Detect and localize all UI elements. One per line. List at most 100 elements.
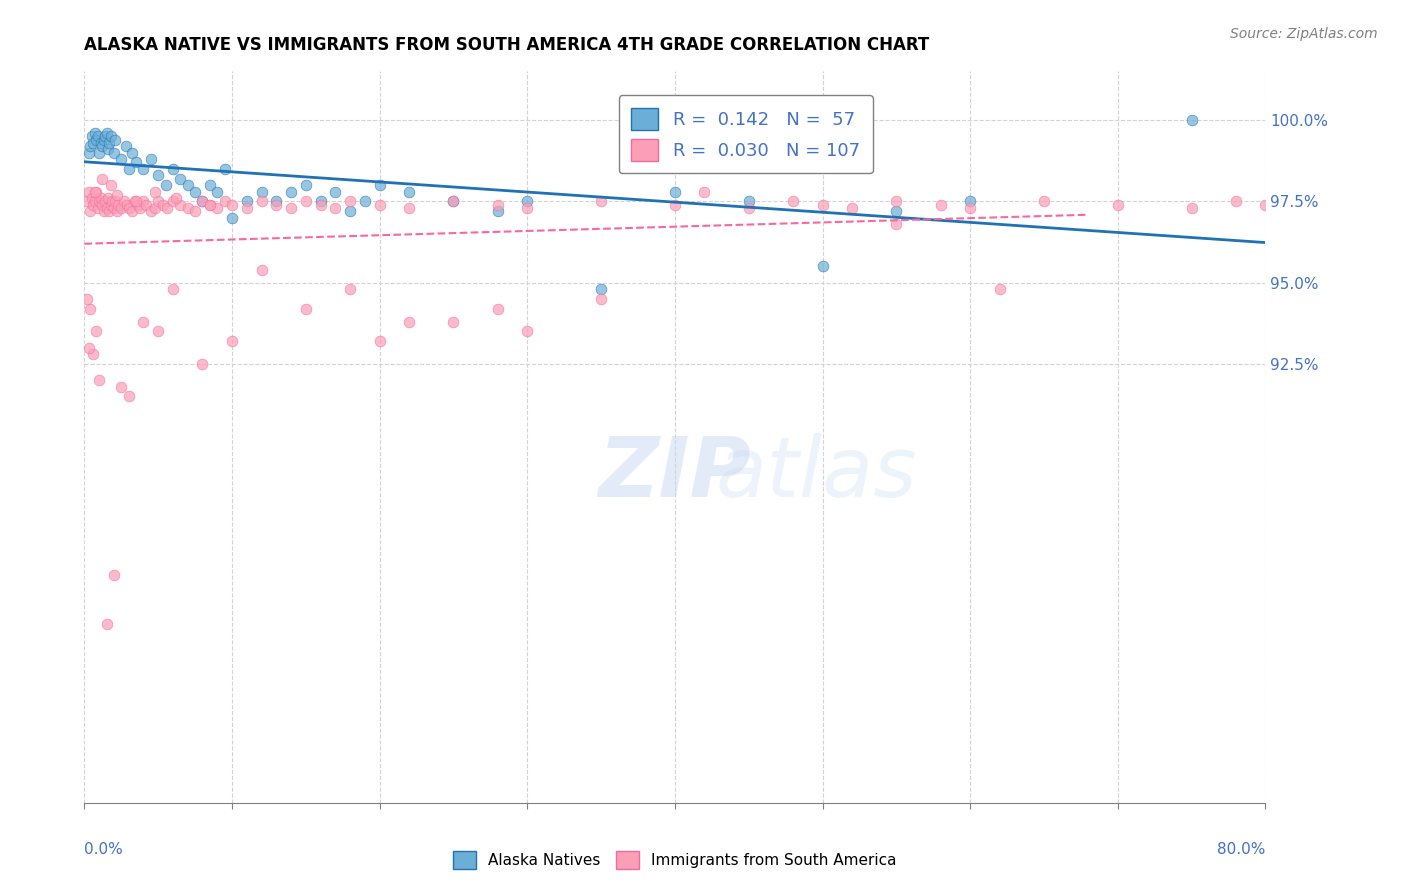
Point [664,185,686,199]
Point [295,178,318,193]
Point [97,142,120,156]
Point [339,282,361,296]
Point [103,145,125,160]
Point [93,204,115,219]
Point [398,201,420,215]
Text: 80.0%: 80.0% [1218,842,1265,857]
Point [1107,197,1129,211]
Point [139,152,162,166]
Point [250,262,273,277]
Point [94,194,117,209]
Point [121,145,143,160]
Point [84,185,107,199]
Point [988,282,1011,296]
Point [162,282,184,296]
Point [309,197,332,211]
Point [1254,197,1277,211]
Point [148,194,170,209]
Point [177,201,200,215]
Point [93,133,115,147]
Point [91,197,114,211]
Point [80,129,103,144]
Point [205,201,228,215]
Point [811,197,834,211]
Text: Source: ZipAtlas.com: Source: ZipAtlas.com [1230,27,1378,41]
Point [664,197,686,211]
Text: ZIP: ZIP [599,434,751,514]
Point [165,191,187,205]
Point [110,380,132,394]
Point [89,145,111,160]
Point [1225,194,1247,209]
Point [591,292,613,306]
Point [86,201,108,215]
Text: ALASKA NATIVE VS IMMIGRANTS FROM SOUTH AMERICA 4TH GRADE CORRELATION CHART: ALASKA NATIVE VS IMMIGRANTS FROM SOUTH A… [84,36,929,54]
Point [198,178,221,193]
Point [486,197,509,211]
Point [280,201,302,215]
Point [79,301,101,316]
Point [127,197,149,211]
Point [112,194,135,209]
Point [841,201,863,215]
Point [79,204,101,219]
Point [115,197,138,211]
Point [591,282,613,296]
Point [1181,113,1204,128]
Point [214,194,236,209]
Point [76,194,98,209]
Point [339,204,361,219]
Point [309,194,332,209]
Point [83,126,105,140]
Point [886,194,908,209]
Point [97,191,120,205]
Point [110,201,132,215]
Point [82,347,104,361]
Point [90,191,112,205]
Point [155,178,177,193]
Point [221,334,243,348]
Point [103,568,125,582]
Point [693,185,716,199]
Point [124,194,146,209]
Point [323,201,347,215]
Point [132,161,155,176]
Point [516,194,538,209]
Point [107,197,129,211]
Point [782,194,804,209]
Point [125,155,148,169]
Point [811,260,834,274]
Point [98,136,121,150]
Point [323,185,347,199]
Point [118,389,141,403]
Point [100,129,122,144]
Point [152,197,174,211]
Point [221,197,243,211]
Point [105,187,128,202]
Point [738,194,761,209]
Point [83,185,105,199]
Point [441,315,464,329]
Point [96,201,118,215]
Point [103,201,125,215]
Point [101,194,124,209]
Point [184,185,207,199]
Point [96,126,118,140]
Point [441,194,464,209]
Point [100,178,122,193]
Point [1032,194,1054,209]
Point [295,194,318,209]
Point [441,194,464,209]
Point [125,194,148,209]
Point [368,334,391,348]
Point [738,201,761,215]
Point [77,145,100,160]
Point [104,194,127,209]
Point [516,201,538,215]
Point [132,315,155,329]
Point [250,185,273,199]
Point [236,194,259,209]
Point [156,201,179,215]
Point [139,204,162,219]
Point [89,373,111,387]
